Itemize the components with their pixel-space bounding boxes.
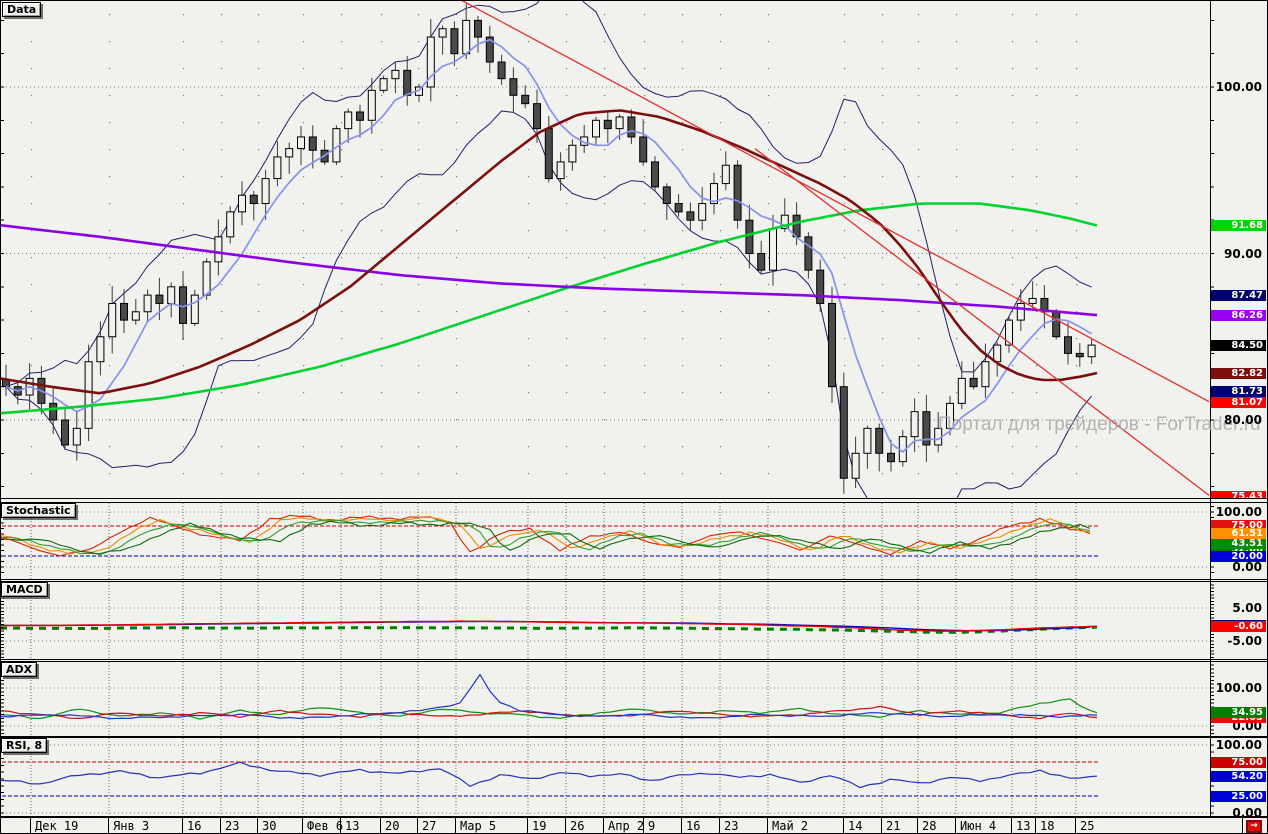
panel-rsi	[1, 738, 1208, 816]
panel-adx	[1, 662, 1208, 736]
macd-y-axis-label: -5.00	[1227, 634, 1262, 648]
x-axis-label: 9	[648, 819, 656, 833]
rsi-badge-54.20: 54.20	[1211, 770, 1266, 782]
main-y-axis-label: 80.00	[1224, 413, 1262, 427]
panel-macd	[1, 582, 1208, 659]
x-axis-label: 16	[187, 819, 202, 833]
scroll-right-button[interactable]: →	[1246, 820, 1262, 833]
main-badge-bollinger-upper: 87.47	[1211, 290, 1266, 302]
panel-main	[1, 1, 1209, 498]
stochastic-badge-61.51: 61.51	[1211, 527, 1266, 539]
stochastic-badge-20.00: 20.00	[1211, 550, 1266, 562]
main-badge-ma-purple: 86.26	[1211, 310, 1266, 322]
panel-tab-adx[interactable]: ADX	[1, 662, 38, 677]
x-axis-label: Май 2	[772, 819, 809, 833]
x-axis-label: 13	[1016, 819, 1031, 833]
right-arrow-icon: →	[1250, 821, 1258, 831]
panel-tab-stochastic[interactable]: Stochastic	[1, 503, 76, 518]
rsi-y-axis-label: 100.00	[1215, 738, 1262, 752]
x-axis-label: 30	[262, 819, 277, 833]
x-axis-label: 20	[385, 819, 400, 833]
x-axis-label: 23	[724, 819, 739, 833]
stochastic-badge-43.51: 43.51	[1211, 537, 1266, 549]
x-axis-label: 16	[686, 819, 701, 833]
x-axis-label: Фев 6	[307, 819, 344, 833]
panel-stochastic	[1, 503, 1208, 579]
x-axis-label: Июн 4	[960, 819, 997, 833]
x-axis-label: 26	[570, 819, 585, 833]
adx-y-axis-label: 100.00	[1215, 681, 1262, 695]
x-axis-label: 21	[886, 819, 901, 833]
x-axis-label: 18	[1040, 819, 1055, 833]
x-axis-label: Дек 19	[35, 819, 79, 833]
rsi-badge-75.00: 75.00	[1211, 756, 1266, 768]
x-axis-label: 14	[848, 819, 863, 833]
stochastic-y-axis-label: 0.00	[1232, 560, 1262, 574]
x-axis-label: 28	[922, 819, 937, 833]
x-axis-label: 19	[532, 819, 547, 833]
main-badge-last-price: 84.50	[1211, 339, 1266, 351]
stochastic-badge-75.00: 75.00	[1211, 520, 1266, 532]
panel-tab-macd[interactable]: MACD	[1, 582, 48, 597]
adx-price-axis: 100.000.0022.0534.95	[1210, 662, 1268, 736]
x-axis-label: 27	[422, 819, 437, 833]
x-axis-label: Янв 3	[113, 819, 150, 833]
rsi-badge-25.00: 25.00	[1211, 790, 1266, 802]
main-y-axis-label: 90.00	[1224, 246, 1262, 261]
adx-badge-34.95: 34.95	[1211, 707, 1266, 719]
main-badge-ma-slow: 82.82	[1211, 367, 1266, 379]
x-axis-label: 13	[345, 819, 360, 833]
main-badge-bollinger-lower: 81.73	[1211, 385, 1266, 397]
macd-badge--0.60: -0.60	[1211, 620, 1266, 632]
rsi-price-axis: 100.00 0.00 75.00 54.20 25.00	[1210, 738, 1268, 816]
rsi-y-axis-label: 0.00	[1232, 806, 1262, 816]
main-price-axis: 100.00 90.00 80.00 91.68 87.47 86.26 84.50 82.8…	[1210, 1, 1268, 498]
panel-tab-rsi[interactable]: RSI, 8	[1, 738, 48, 753]
macd-y-axis-label: 5.00	[1232, 601, 1262, 615]
stochastic-y-axis-label: 100.00	[1215, 505, 1262, 519]
stochastic-badge-32.06: 32.06	[1211, 543, 1266, 555]
main-badge-ma-green: 91.68	[1211, 220, 1266, 232]
stochastic-price-axis: 100.00 0.00 75.00 32.06 43.51 61.51 20.00	[1210, 503, 1268, 579]
macd-price-axis: 5.00-5.00-0.35-0.60	[1210, 582, 1268, 659]
x-axis-label: 25	[1080, 819, 1095, 833]
x-axis-label: 23	[225, 819, 240, 833]
main-badge-trendline-2: 75.43	[1211, 490, 1266, 498]
panel-tab-data[interactable]: Data	[2, 2, 42, 17]
main-badge-trendline-1: 81.07	[1211, 396, 1266, 408]
x-axis-label: Апр 2	[608, 819, 645, 833]
main-y-axis-label: 100.00	[1215, 80, 1262, 94]
x-axis-label: Мар 5	[460, 819, 497, 833]
watermark: Портал для трейдеров - ForTrader.ru	[938, 414, 1261, 435]
